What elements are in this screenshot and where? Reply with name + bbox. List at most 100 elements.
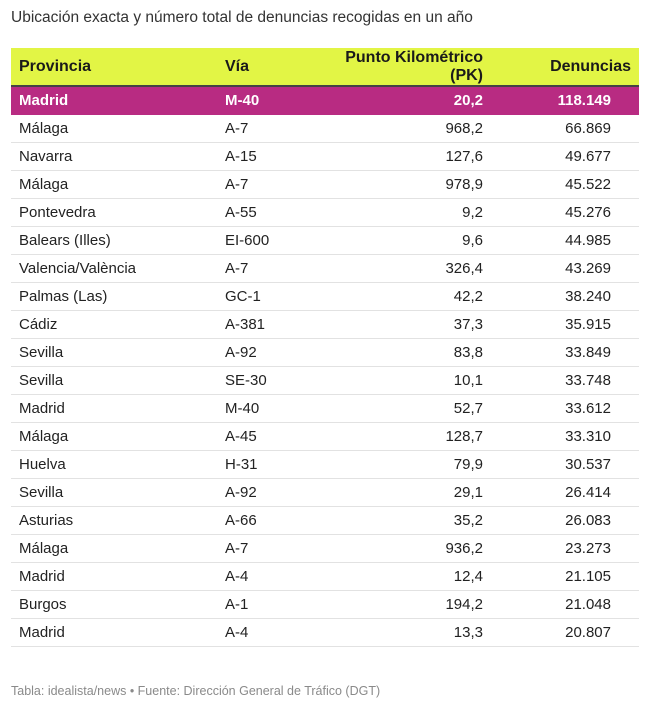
cell-denuncias: 43.269 — [565, 260, 611, 277]
cell-provincia: Sevilla — [19, 484, 64, 501]
cell-provincia: Navarra — [19, 148, 73, 165]
cell-pk: 128,7 — [445, 428, 483, 445]
cell-via: M-40 — [225, 400, 260, 417]
cell-denuncias: 45.276 — [565, 204, 611, 221]
cell-pk: 936,2 — [445, 540, 483, 557]
cell-provincia: Málaga — [19, 176, 69, 193]
cell-provincia: Madrid — [19, 568, 65, 585]
cell-via: EI-600 — [225, 232, 270, 249]
cell-provincia: Málaga — [19, 120, 69, 137]
column-header-provincia: Provincia — [19, 57, 92, 75]
cell-pk: 42,2 — [453, 288, 483, 305]
table-title: Ubicación exacta y número total de denun… — [11, 9, 473, 26]
cell-via: A-1 — [225, 596, 249, 613]
cell-provincia: Huelva — [19, 456, 66, 473]
cell-via: GC-1 — [225, 288, 261, 305]
cell-provincia: Balears (Illes) — [19, 232, 111, 249]
cell-via: A-92 — [225, 344, 257, 361]
cell-provincia: Madrid — [19, 92, 69, 109]
cell-denuncias: 26.414 — [565, 484, 611, 501]
table-row: Pontevedra A-55 9,2 45.276 — [11, 199, 639, 227]
table-row: Navarra A-15 127,6 49.677 — [11, 143, 639, 171]
cell-denuncias: 26.083 — [565, 512, 611, 529]
cell-denuncias: 66.869 — [565, 120, 611, 137]
cell-denuncias: 33.748 — [565, 372, 611, 389]
cell-via: A-381 — [225, 316, 266, 333]
cell-pk: 127,6 — [445, 148, 483, 165]
cell-provincia: Burgos — [19, 596, 67, 613]
cell-via: SE-30 — [225, 372, 267, 389]
cell-provincia: Madrid — [19, 400, 65, 417]
cell-via: H-31 — [225, 456, 258, 473]
cell-pk: 20,2 — [453, 92, 483, 109]
cell-denuncias: 44.985 — [565, 232, 611, 249]
cell-via: A-66 — [225, 512, 257, 529]
cell-via: A-7 — [225, 176, 249, 193]
cell-provincia: Pontevedra — [19, 204, 96, 221]
cell-via: A-92 — [225, 484, 257, 501]
cell-provincia: Valencia/València — [19, 260, 137, 277]
cell-via: A-7 — [225, 540, 249, 557]
cell-pk: 37,3 — [453, 316, 483, 333]
cell-via: A-15 — [225, 148, 257, 165]
table-row: Asturias A-66 35,2 26.083 — [11, 507, 639, 535]
table-row: Málaga A-7 936,2 23.273 — [11, 535, 639, 563]
table-row: Burgos A-1 194,2 21.048 — [11, 591, 639, 619]
data-table: Provincia Vía Punto Kilométrico (PK) Den… — [11, 48, 639, 647]
table-row: Madrid M-40 52,7 33.612 — [11, 395, 639, 423]
table-header-row: Provincia Vía Punto Kilométrico (PK) Den… — [11, 48, 639, 87]
table-row: Sevilla A-92 83,8 33.849 — [11, 339, 639, 367]
cell-denuncias: 21.105 — [565, 568, 611, 585]
cell-denuncias: 23.273 — [565, 540, 611, 557]
table-row: Sevilla SE-30 10,1 33.748 — [11, 367, 639, 395]
column-header-pk: Punto Kilométrico (PK) — [345, 48, 483, 84]
table-body: Madrid M-40 20,2 118.149 Málaga A-7 968,2 66.86… — [11, 87, 639, 647]
cell-pk: 10,1 — [453, 372, 483, 389]
cell-pk: 12,4 — [453, 568, 483, 585]
column-header-denuncias: Denuncias — [550, 57, 631, 75]
table-row: Valencia/València A-7 326,4 43.269 — [11, 255, 639, 283]
cell-pk: 9,2 — [462, 204, 483, 221]
cell-via: A-7 — [225, 120, 249, 137]
cell-pk: 13,3 — [453, 624, 483, 641]
cell-via: A-4 — [225, 624, 249, 641]
cell-provincia: Sevilla — [19, 344, 64, 361]
table-row: Sevilla A-92 29,1 26.414 — [11, 479, 639, 507]
cell-provincia: Madrid — [19, 624, 65, 641]
cell-provincia: Sevilla — [19, 372, 64, 389]
cell-via: A-45 — [225, 428, 257, 445]
cell-via: A-55 — [225, 204, 257, 221]
cell-provincia: Málaga — [19, 428, 69, 445]
table-row: Málaga A-7 968,2 66.869 — [11, 115, 639, 143]
cell-denuncias: 35.915 — [565, 316, 611, 333]
table-row: Cádiz A-381 37,3 35.915 — [11, 311, 639, 339]
cell-denuncias: 49.677 — [565, 148, 611, 165]
source-footer: Tabla: idealista/news • Fuente: Direcció… — [11, 684, 381, 698]
cell-pk: 978,9 — [445, 176, 483, 193]
cell-via: A-7 — [225, 260, 249, 277]
cell-provincia: Asturias — [19, 512, 74, 529]
cell-denuncias: 30.537 — [565, 456, 611, 473]
table-row: Málaga A-45 128,7 33.310 — [11, 423, 639, 451]
cell-pk: 9,6 — [462, 232, 483, 249]
cell-pk: 35,2 — [453, 512, 483, 529]
table-row: Madrid A-4 13,3 20.807 — [11, 619, 639, 647]
cell-denuncias: 118.149 — [557, 92, 611, 109]
cell-denuncias: 38.240 — [565, 288, 611, 305]
cell-via: A-4 — [225, 568, 249, 585]
cell-pk: 29,1 — [453, 484, 483, 501]
table-row-highlighted: Madrid M-40 20,2 118.149 — [11, 87, 639, 115]
cell-pk: 968,2 — [445, 120, 483, 137]
cell-provincia: Málaga — [19, 540, 69, 557]
cell-pk: 326,4 — [445, 260, 483, 277]
cell-denuncias: 33.612 — [565, 400, 611, 417]
cell-denuncias: 21.048 — [565, 596, 611, 613]
cell-denuncias: 20.807 — [565, 624, 611, 641]
cell-denuncias: 33.310 — [565, 428, 611, 445]
table-row: Huelva H-31 79,9 30.537 — [11, 451, 639, 479]
cell-via: M-40 — [225, 92, 260, 109]
cell-denuncias: 33.849 — [565, 344, 611, 361]
column-header-via: Vía — [225, 57, 250, 75]
cell-pk: 83,8 — [453, 344, 483, 361]
cell-pk: 52,7 — [453, 400, 483, 417]
